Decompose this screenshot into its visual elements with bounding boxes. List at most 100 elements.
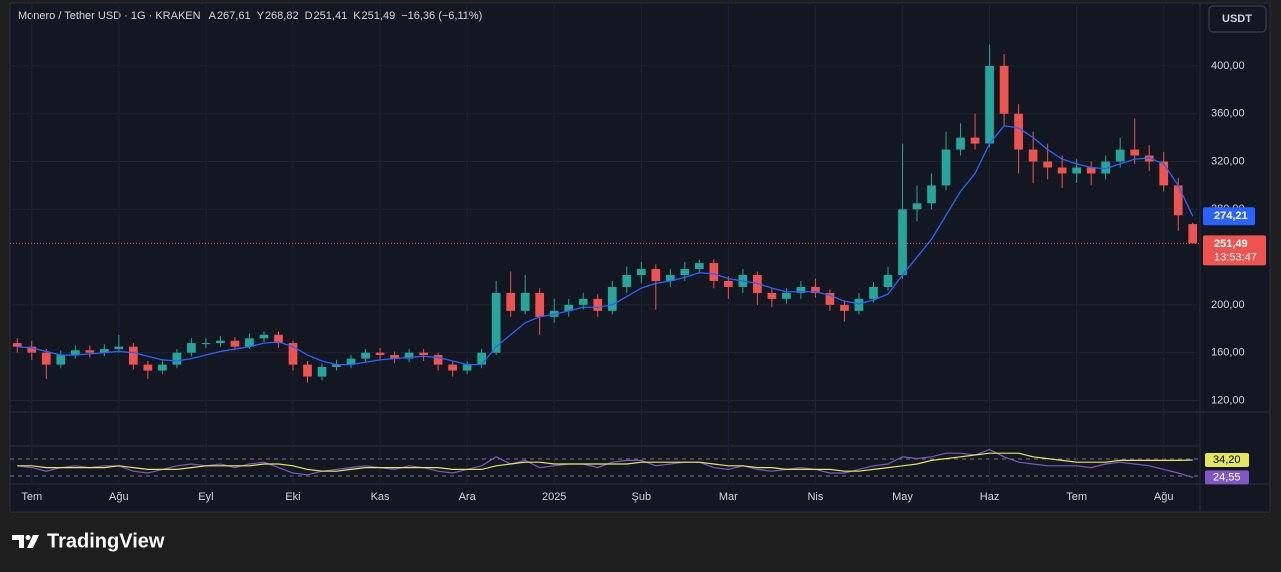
y-tick-label: 360,00: [1211, 108, 1245, 120]
x-tick-label: 2025: [542, 491, 566, 503]
ohlc-value: 267,61: [217, 10, 251, 22]
candle-body: [1072, 167, 1081, 174]
candle-body: [390, 355, 399, 359]
ohlc-key: A: [209, 10, 217, 22]
brand-logo: [12, 535, 39, 548]
x-tick-label: Tem: [1066, 491, 1087, 503]
candle-body: [27, 346, 37, 353]
candle-body: [999, 65, 1009, 114]
ohlc-key: K: [353, 10, 361, 22]
candle-body: [143, 364, 153, 371]
candle-body: [680, 269, 690, 275]
brand-name: TradingView: [47, 530, 165, 552]
candle-body: [665, 275, 675, 281]
candle-body: [317, 366, 327, 377]
indicator-tag: [1205, 453, 1249, 468]
candle-body: [448, 364, 457, 371]
candle-body: [114, 346, 124, 350]
candle-body: [796, 286, 806, 293]
candle-body: [361, 352, 370, 359]
candle-body: [187, 343, 196, 353]
chart-frame: [9, 2, 1271, 513]
candle-body: [941, 149, 951, 186]
candle-body: [724, 280, 733, 287]
candle-body: [1028, 149, 1038, 162]
candle-body: [927, 185, 936, 204]
candle-body: [56, 355, 66, 365]
candle-body: [70, 350, 80, 356]
candle-body: [912, 203, 922, 210]
candle-body: [1057, 167, 1067, 174]
candle-body: [419, 352, 428, 356]
candle-body: [564, 304, 574, 311]
candle-body: [593, 298, 603, 311]
ohlc-value: 251,41: [314, 10, 348, 22]
x-tick-label: Kas: [371, 491, 390, 503]
x-tick-label: May: [892, 491, 913, 503]
candle-body: [1130, 149, 1140, 156]
candle-body: [201, 343, 211, 345]
candle-body: [404, 352, 414, 359]
candle-body: [869, 286, 878, 299]
y-tick-label: 160,00: [1211, 347, 1245, 359]
candle-body: [970, 137, 980, 144]
candle-body: [767, 292, 777, 299]
candle-body: [245, 338, 254, 347]
candle-body: [216, 340, 225, 344]
candle-body: [1086, 167, 1096, 174]
candle-body: [578, 298, 588, 305]
candle-body: [825, 292, 835, 305]
ohlc-value: 251,49: [362, 10, 396, 22]
x-tick-label: Mar: [719, 491, 738, 503]
candle-body: [840, 304, 849, 311]
candle-body: [41, 352, 51, 365]
candle-body: [622, 275, 632, 287]
candle-body: [506, 292, 516, 311]
candle-body: [811, 286, 820, 293]
x-tick-label: Eyl: [198, 491, 213, 503]
currency-label[interactable]: USDT: [1222, 13, 1252, 25]
candle-body: [158, 364, 167, 371]
y-tick-label: 120,00: [1211, 394, 1245, 406]
y-tick-label: 400,00: [1211, 60, 1245, 72]
indicator-tag-label: 34,20: [1213, 454, 1241, 466]
candle-body: [462, 364, 472, 371]
indicator-tag-label: 24,55: [1213, 471, 1241, 483]
candle-body: [1115, 149, 1125, 162]
candle-body: [535, 292, 545, 317]
candle-body: [491, 292, 501, 353]
y-tick-label: 320,00: [1211, 155, 1245, 167]
candle-body: [883, 275, 893, 287]
candle-body: [85, 350, 95, 353]
candle-body: [694, 263, 704, 270]
candle-body: [520, 292, 530, 311]
price-tag-label: 251,49: [1214, 238, 1248, 250]
candle-body: [259, 334, 269, 339]
candle-body: [230, 340, 240, 347]
ohlc-key: Y: [257, 10, 265, 22]
candle-body: [288, 343, 298, 365]
candle-body: [636, 269, 646, 275]
legend: Monero / Tether USD · 1G · KRAKEN A 267,6…: [18, 10, 482, 22]
candle-body: [607, 286, 617, 311]
x-tick-label: Eki: [285, 491, 300, 503]
x-tick-label: Ara: [459, 491, 477, 503]
x-tick-label: Ağu: [1154, 491, 1174, 503]
candle-body: [99, 349, 109, 353]
candle-body: [1159, 161, 1169, 186]
candle-body: [375, 352, 385, 356]
countdown: 13:53:47: [1214, 251, 1257, 263]
candle-body: [651, 269, 661, 281]
candle-body: [303, 364, 312, 377]
currency-button[interactable]: [1208, 5, 1267, 33]
candle-body: [1014, 113, 1023, 150]
ma-tag: [1203, 207, 1255, 226]
candle-body: [172, 352, 182, 365]
candle-body: [1101, 161, 1111, 174]
y-tick-label: 200,00: [1211, 299, 1245, 311]
candle-body: [709, 263, 719, 281]
moving-average: [17, 124, 1194, 366]
indicator-tag: [1205, 470, 1249, 485]
symbol-title: Monero / Tether USD · 1G · KRAKEN: [18, 10, 201, 22]
